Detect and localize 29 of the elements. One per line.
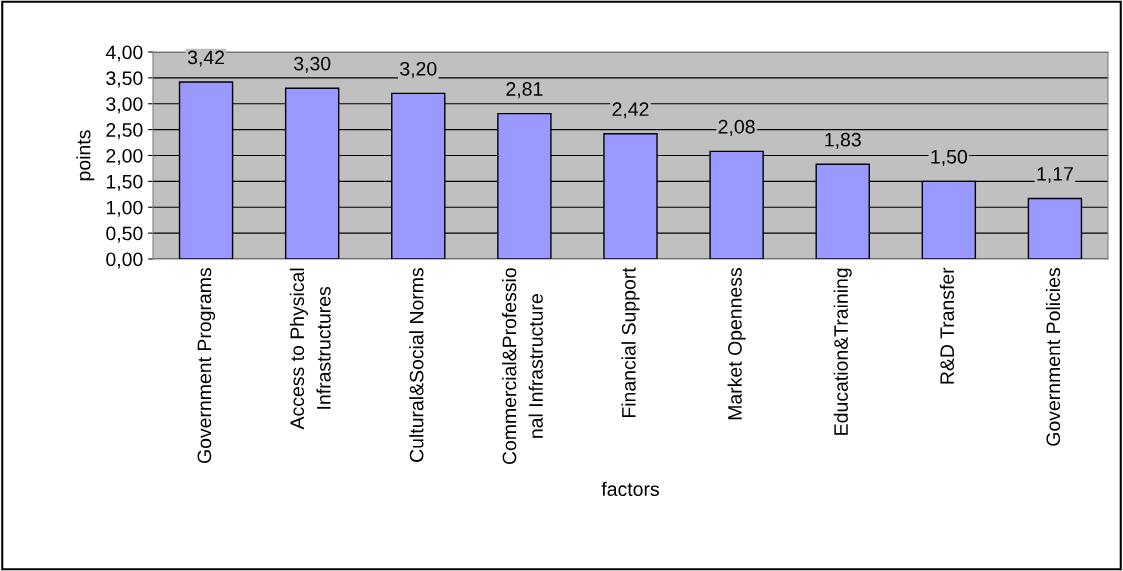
y-axis-title: points <box>76 130 95 181</box>
x-tick-label: R&D Transfer <box>939 267 955 384</box>
y-tick-label: 3,00 <box>106 97 143 114</box>
y-tick-label: 1,50 <box>106 174 143 191</box>
data-label: 2,81 <box>506 82 543 99</box>
data-label: 3,30 <box>293 56 331 73</box>
x-axis-title: factors <box>601 481 659 497</box>
x-tick-label: Financial Support <box>621 267 640 418</box>
data-label: 3,20 <box>400 61 437 78</box>
x-tick-label: Market Openness <box>727 268 746 420</box>
x-tick-label: Education&Training <box>833 268 852 435</box>
y-tick-label: 3,50 <box>106 71 143 88</box>
x-tick-label: Access to Physical Infrastructures <box>289 268 331 430</box>
y-tick-label: 2,50 <box>106 123 143 140</box>
data-label: 2,08 <box>718 119 755 136</box>
y-tick-label: 1,00 <box>106 200 143 217</box>
data-label: 1,50 <box>931 149 967 166</box>
y-tick-label: 4,00 <box>105 45 143 62</box>
y-tick-label: 2,00 <box>106 148 143 166</box>
x-tick-label: Commercial&Professio nal Infrastructure <box>502 268 543 465</box>
data-label: 3,42 <box>187 50 224 67</box>
data-label: 1,17 <box>1037 167 1073 184</box>
y-tick-label: 0,50 <box>106 226 143 243</box>
y-tick-label: 0,00 <box>106 252 143 269</box>
x-tick-label: Cultural&Social Norms <box>409 268 424 462</box>
data-label: 1,83 <box>825 132 861 149</box>
x-tick-label: Government Policies <box>1045 268 1061 446</box>
x-tick-label: Government Programs <box>197 268 216 464</box>
data-label: 2,42 <box>612 102 649 119</box>
